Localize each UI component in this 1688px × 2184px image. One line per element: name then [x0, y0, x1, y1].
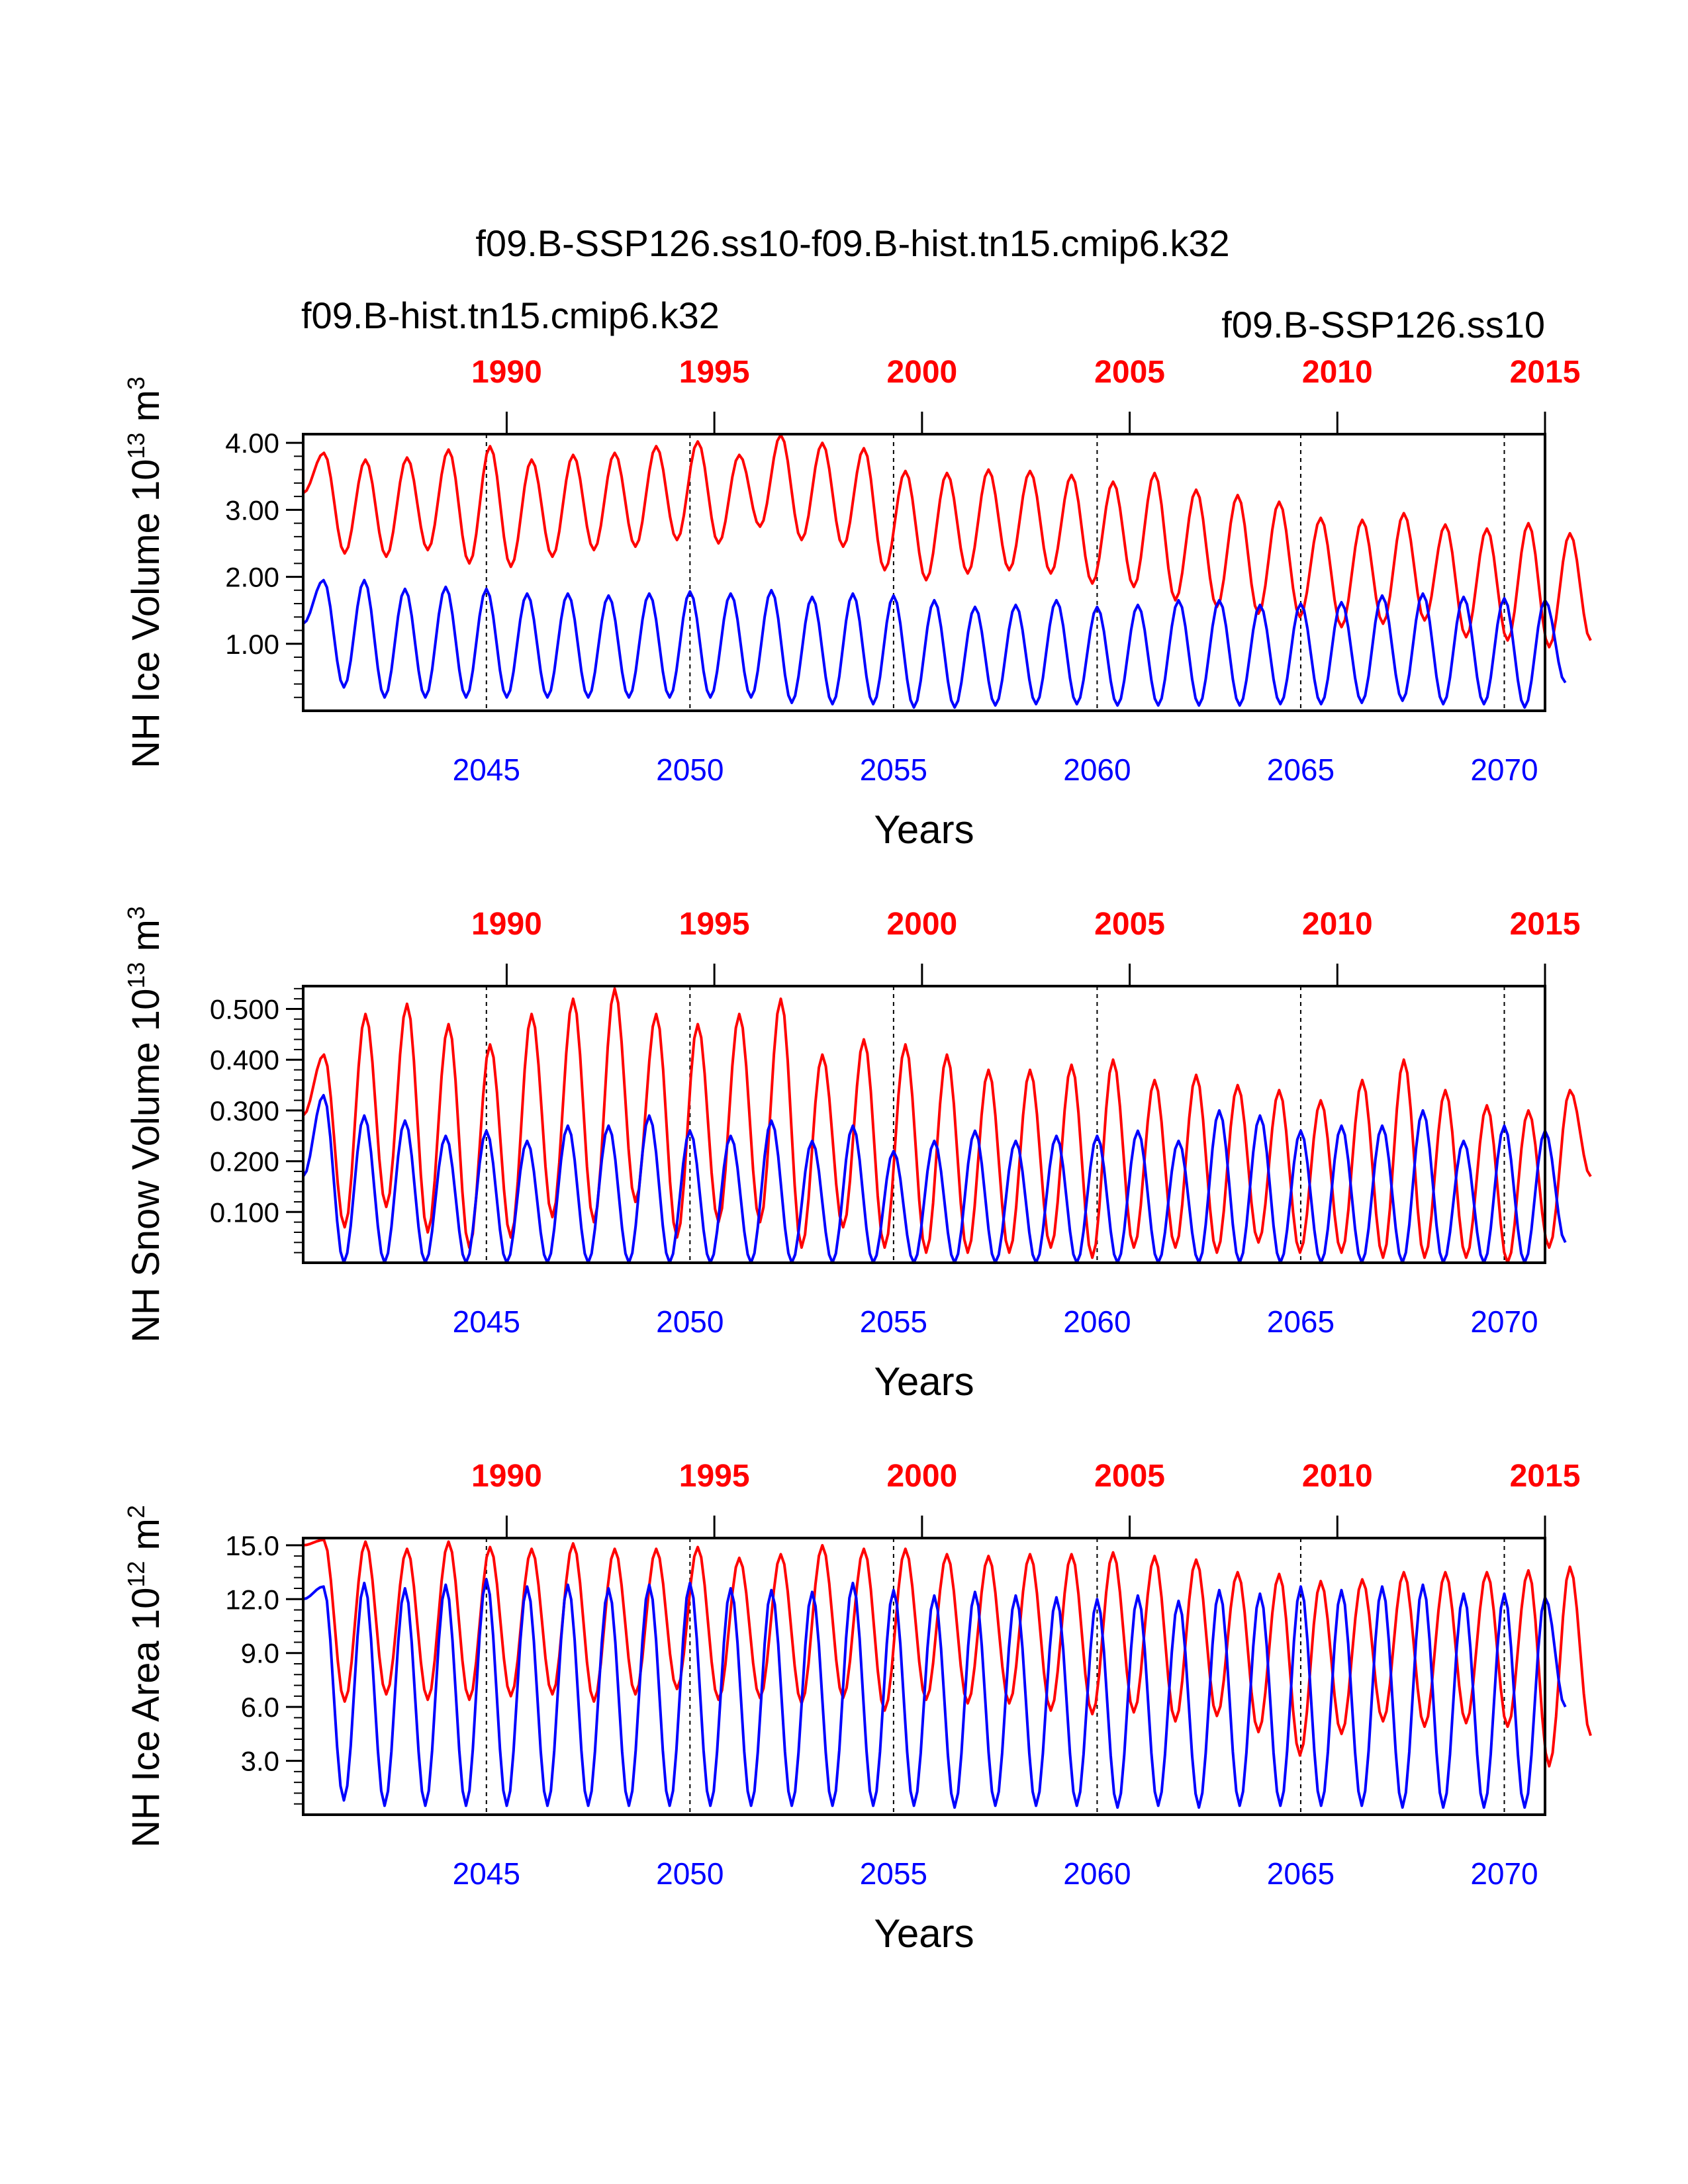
y-tick-label: 0.100 — [210, 1197, 279, 1228]
y-tick-label: 9.0 — [241, 1638, 279, 1669]
y-axis-label: NH Snow Volume 1013 m3 — [122, 906, 167, 1343]
figure-title: f09.B-SSP126.ss10-f09.B-hist.tn15.cmip6.… — [475, 222, 1229, 264]
top-axis-label: 2000 — [886, 1459, 957, 1494]
chart-panel: 3.0 6.0 9.0 12.0 15.0 1990 1995 2000 2005 2010 201… — [122, 1459, 1592, 1956]
bottom-axis-label: 2050 — [656, 1304, 724, 1339]
bottom-axis-label: 2060 — [1063, 1304, 1131, 1339]
top-axis-label: 1990 — [471, 355, 542, 390]
y-axis-label-text: m — [124, 390, 167, 432]
y-tick-label: 0.300 — [210, 1095, 279, 1126]
y-axis-label-text: m — [124, 919, 167, 962]
x-axis-label: Years — [874, 807, 974, 852]
bottom-axis-label: 2055 — [860, 1304, 927, 1339]
top-axis-label: 1995 — [679, 1459, 750, 1494]
y-axis-label-text: NH Ice Volume 10 — [124, 459, 167, 768]
y-tick-label: 0.400 — [210, 1044, 279, 1075]
top-axis-label: 2010 — [1302, 1459, 1373, 1494]
y-tick-label: 3.00 — [225, 494, 279, 525]
y-axis-label-text: NH Snow Volume 10 — [124, 989, 167, 1343]
top-axis-label: 2005 — [1094, 1459, 1165, 1494]
series-line — [302, 578, 1567, 709]
x-axis-label: Years — [874, 1359, 974, 1404]
bottom-axis-label: 2045 — [453, 1304, 520, 1339]
y-axis-label-exponent: 13 — [122, 962, 150, 989]
top-axis-label: 1995 — [679, 907, 750, 942]
y-axis-label-exponent: 3 — [122, 377, 150, 390]
y-axis-label-exponent: 2 — [122, 1505, 150, 1518]
y-tick-label: 6.0 — [241, 1692, 279, 1723]
top-axis-label: 1995 — [679, 355, 750, 390]
legend-ssp-label: f09.B-SSP126.ss10 — [1221, 304, 1545, 345]
y-tick-label: 0.200 — [210, 1146, 279, 1177]
top-axis-label: 1990 — [471, 907, 542, 942]
panels: 1.00 2.00 3.00 4.00 1990 1995 2000 2005 2010 2015… — [122, 355, 1592, 1956]
bottom-axis-label: 2055 — [860, 1856, 927, 1891]
top-axis-label: 1990 — [471, 1459, 542, 1494]
top-axis-label: 2015 — [1510, 1459, 1581, 1494]
top-axis-label: 2015 — [1510, 907, 1581, 942]
bottom-axis-label: 2050 — [656, 752, 724, 787]
y-tick-label: 2.00 — [225, 562, 279, 593]
top-axis-label: 2000 — [886, 355, 957, 390]
bottom-axis-label: 2060 — [1063, 1856, 1131, 1891]
bottom-axis-label: 2070 — [1470, 752, 1538, 787]
top-axis-label: 2010 — [1302, 907, 1373, 942]
y-tick-label: 0.500 — [210, 994, 279, 1025]
y-tick-label: 4.00 — [225, 428, 279, 459]
bottom-axis-label: 2070 — [1470, 1856, 1538, 1891]
top-axis-label: 2010 — [1302, 355, 1373, 390]
chart-panel: 1.00 2.00 3.00 4.00 1990 1995 2000 2005 2010 2015… — [122, 355, 1592, 852]
y-axis-label-text: m — [124, 1518, 167, 1561]
plot-frame — [302, 985, 1546, 1264]
series-line — [302, 433, 1592, 649]
bottom-axis-label: 2045 — [453, 1856, 520, 1891]
top-axis-label: 2005 — [1094, 355, 1165, 390]
series-line — [303, 1578, 1567, 1809]
y-axis-label-exponent: 13 — [122, 432, 150, 459]
bottom-axis-label: 2050 — [656, 1856, 724, 1891]
bottom-axis-label: 2065 — [1267, 752, 1335, 787]
y-axis-label: NH Ice Area 1012 m2 — [122, 1505, 167, 1848]
y-tick-label: 1.00 — [225, 629, 279, 660]
bottom-axis-label: 2070 — [1470, 1304, 1538, 1339]
y-tick-label: 15.0 — [225, 1530, 279, 1561]
top-axis-label: 2005 — [1094, 907, 1165, 942]
top-axis-label: 2015 — [1510, 355, 1581, 390]
series-line — [302, 987, 1592, 1264]
y-axis-label: NH Ice Volume 1013 m3 — [122, 377, 167, 768]
y-tick-label: 12.0 — [225, 1584, 279, 1615]
y-axis-label-text: NH Ice Area 10 — [124, 1588, 167, 1848]
bottom-axis-label: 2065 — [1267, 1304, 1335, 1339]
legend-hist-label: f09.B-hist.tn15.cmip6.k32 — [301, 295, 720, 336]
bottom-axis-label: 2055 — [860, 752, 927, 787]
chart-panel: 0.100 0.200 0.300 0.400 0.500 1990 1995 2000 200… — [122, 906, 1592, 1404]
bottom-axis-label: 2060 — [1063, 752, 1131, 787]
plot-frame — [302, 1537, 1546, 1816]
bottom-axis-label: 2065 — [1267, 1856, 1335, 1891]
y-axis-label-exponent: 12 — [122, 1561, 150, 1588]
series-line — [302, 1093, 1567, 1264]
y-axis-label-exponent: 3 — [122, 906, 150, 919]
top-axis-label: 2000 — [886, 907, 957, 942]
plot-frame — [302, 433, 1546, 712]
bottom-axis-label: 2045 — [453, 752, 520, 787]
y-tick-label: 3.0 — [241, 1746, 279, 1777]
series-line — [303, 1538, 1592, 1768]
x-axis-label: Years — [874, 1911, 974, 1956]
